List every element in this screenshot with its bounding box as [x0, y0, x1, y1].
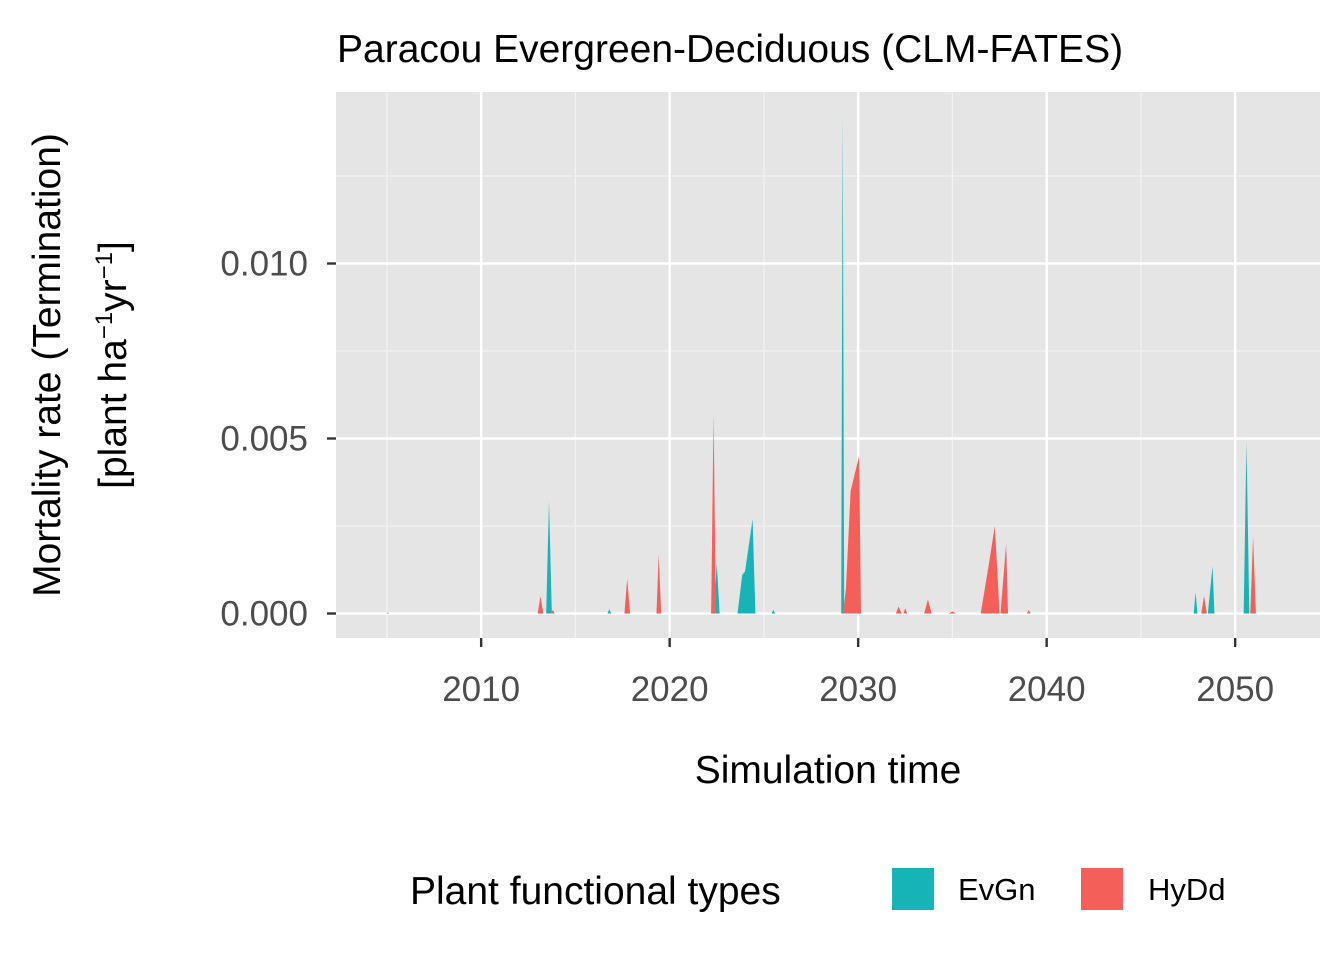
legend: Plant functional types EvGn HyDd [410, 868, 1226, 913]
y-axis-title-line1: Mortality rate (Termination) [26, 133, 69, 597]
x-tick-label: 2050 [1196, 670, 1274, 709]
legend-title: Plant functional types [410, 870, 781, 913]
chart-title: Paracou Evergreen-Deciduous (CLM-FATES) [337, 28, 1123, 71]
plot-panel [336, 92, 1320, 638]
x-tick-label: 2040 [1008, 670, 1086, 709]
x-axis-title: Simulation time [695, 749, 962, 792]
x-axis: 2010 2020 2030 2040 2050 [442, 638, 1274, 709]
y-axis-title-part2: yr [92, 279, 135, 312]
minor-gridlines [336, 92, 1320, 638]
y-axis-title-line2: [plant ha−1yr−1] [91, 241, 135, 489]
y-tick-label: 0.000 [220, 595, 308, 634]
x-tick-label: 2030 [819, 670, 897, 709]
y-axis-title-part3: ] [92, 241, 135, 252]
y-axis-title-sup1: −1 [91, 312, 118, 339]
y-axis-title: Mortality rate (Termination) [plant ha−1… [26, 133, 135, 597]
y-tick-label: 0.005 [220, 420, 308, 459]
legend-key-evgn [892, 868, 934, 910]
legend-label-hydd: HyDd [1148, 872, 1226, 907]
x-tick-label: 2010 [442, 670, 520, 709]
y-axis: 0.000 0.005 0.010 [220, 245, 336, 634]
y-tick-label: 0.010 [220, 245, 308, 284]
x-tick-label: 2020 [631, 670, 709, 709]
y-axis-title-sup2: −1 [91, 252, 118, 279]
legend-key-hydd [1081, 868, 1123, 910]
y-axis-title-part1: [plant ha [92, 339, 135, 489]
legend-label-evgn: EvGn [958, 872, 1036, 907]
major-gridlines [336, 92, 1320, 638]
